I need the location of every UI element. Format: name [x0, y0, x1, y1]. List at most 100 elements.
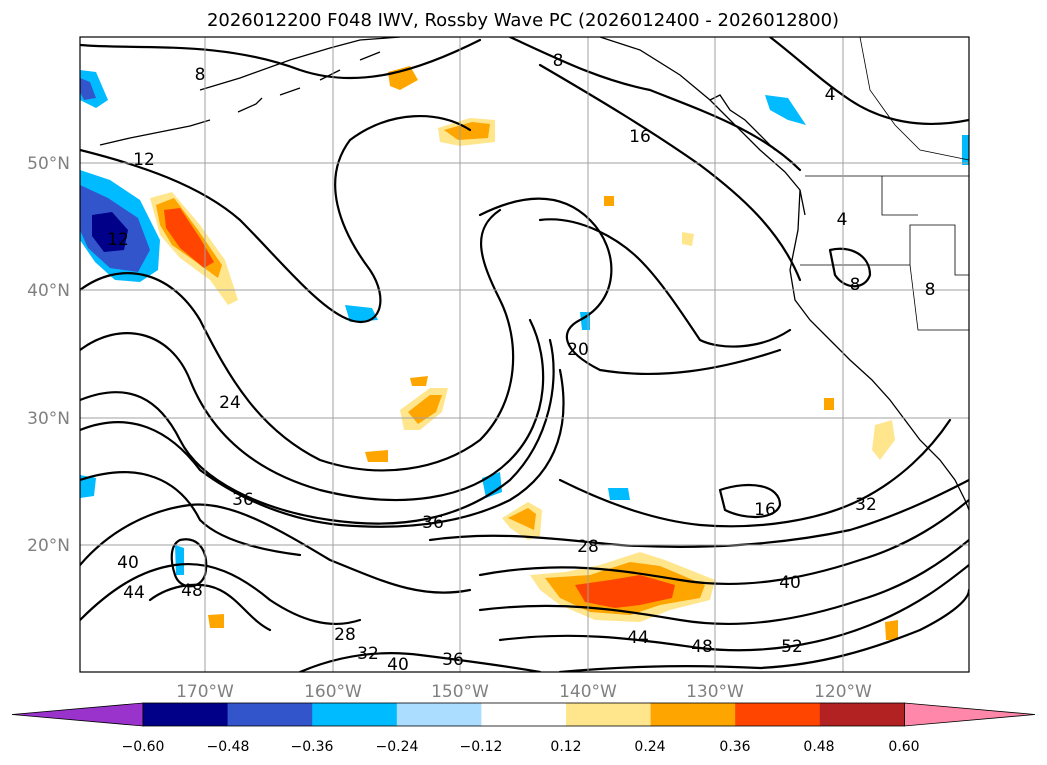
contour-40-south — [478, 498, 969, 586]
colorbar — [11, 702, 1036, 727]
contour-32 — [80, 338, 555, 525]
colorbar-segment — [312, 703, 398, 726]
contour-label: 12 — [107, 230, 129, 250]
colorbar-tick: 0.36 — [719, 739, 750, 755]
contour-8-east-loop — [828, 247, 872, 288]
contour-label: 40 — [387, 655, 409, 675]
contour-48-south — [498, 563, 969, 652]
map-background — [80, 37, 969, 672]
contour-44-south — [478, 538, 969, 626]
contour-48 — [148, 583, 272, 632]
border-states-3 — [909, 264, 969, 331]
contour-label: 20 — [567, 340, 589, 360]
contour-label: 4 — [825, 85, 836, 105]
colorbar-tick: 0.12 — [550, 739, 581, 755]
orange-patch-6 — [604, 196, 614, 206]
contour-20-inner — [538, 218, 792, 348]
colorbar-tick: −0.60 — [122, 739, 165, 755]
contour-label: 16 — [629, 127, 651, 147]
contour-label: 8 — [925, 280, 936, 300]
contour-label: 44 — [123, 583, 145, 603]
colorbar-tick: 0.24 — [634, 739, 665, 755]
blue-patch-4 — [765, 95, 806, 125]
contour-label: 24 — [219, 393, 241, 413]
iwv-contours — [80, 37, 969, 672]
longitude-labels: 170°W 160°W 150°W 140°W 130°W 120°W — [176, 682, 872, 702]
contour-label: 8 — [195, 65, 206, 85]
contour-40 — [80, 503, 472, 594]
lat-label: 20°N — [27, 536, 70, 556]
colorbar-extend-max — [904, 702, 1036, 727]
map-panel: 8 8 4 16 12 12 20 24 36 36 28 16 32 40 4… — [79, 36, 970, 675]
blue-patch-west-core — [92, 212, 128, 252]
colorbar-tick: 0.60 — [888, 739, 919, 755]
contour-28 — [80, 318, 545, 502]
contour-label: 28 — [577, 537, 599, 557]
contour-label: 8 — [850, 275, 861, 295]
colorbar-segment — [650, 703, 736, 726]
orange-patch-4 — [682, 232, 694, 246]
lon-label: 170°W — [176, 682, 234, 702]
contour-label: 12 — [133, 150, 155, 170]
blue-patch-6 — [175, 545, 184, 575]
contour-label: 28 — [334, 625, 356, 645]
colorbar-tick: 0.48 — [803, 739, 834, 755]
colorbar-segment — [227, 703, 313, 726]
contour-label: 48 — [691, 637, 713, 657]
colorbar-tick: −0.48 — [207, 739, 250, 755]
lon-label: 150°W — [431, 682, 489, 702]
contour-8-north — [80, 38, 482, 80]
lon-label: 140°W — [559, 682, 617, 702]
lon-label: 130°W — [686, 682, 744, 702]
lon-label: 120°W — [814, 682, 872, 702]
map-title: 2026012200 F048 IWV, Rossby Wave PC (202… — [207, 10, 839, 31]
orange-patch-small-1 — [365, 450, 388, 462]
contour-20-hook — [478, 197, 782, 376]
contour-label: 8 — [553, 51, 564, 71]
orange-patch-3 — [824, 398, 834, 410]
orange-patch-north — [444, 122, 490, 140]
colorbar-tick-labels: −0.60 −0.48 −0.36 −0.24 −0.12 0.12 0.24 … — [122, 739, 920, 755]
border-ak-yukon — [859, 37, 969, 161]
orange-patch-mid-core — [408, 395, 442, 424]
contour-8-east — [508, 37, 802, 172]
lat-label: 40°N — [27, 281, 70, 301]
contour-28-south — [428, 478, 969, 548]
orange-patch-small-2 — [410, 376, 428, 386]
contour-label: 32 — [357, 644, 379, 664]
contour-36 — [80, 368, 565, 528]
colorbar-segment — [819, 703, 905, 726]
colorbar-tick: −0.24 — [376, 739, 419, 755]
contour-52 — [558, 588, 969, 672]
lon-label: 160°W — [304, 682, 362, 702]
contour-44 — [80, 563, 362, 625]
contour-16 — [538, 63, 802, 282]
colorbar-segment — [143, 703, 229, 726]
contour-16-east — [558, 418, 952, 528]
orange-patch-east-2 — [885, 620, 898, 640]
colorbar-segment — [481, 703, 567, 726]
latitude-labels: 50°N 40°N 30°N 20°N — [27, 154, 70, 556]
blue-patch-8 — [962, 135, 969, 165]
contour-label: 48 — [181, 581, 203, 601]
contour-label: 40 — [779, 573, 801, 593]
negative-anomaly-fills — [80, 70, 969, 575]
lat-label: 30°N — [27, 409, 70, 429]
contour-32-south — [80, 471, 302, 557]
contour-label: 36 — [442, 650, 464, 670]
contour-24 — [80, 208, 515, 472]
coast-alaska — [199, 37, 401, 113]
contour-4 — [768, 37, 969, 126]
contour-12 — [80, 115, 472, 323]
contour-labels: 8 8 4 16 12 12 20 24 36 36 28 16 32 40 4… — [107, 51, 936, 675]
contour-label: 52 — [781, 637, 803, 657]
blue-patch-5 — [80, 475, 96, 498]
borders — [800, 37, 969, 331]
orange-patch-east — [872, 420, 895, 460]
contour-label: 40 — [117, 553, 139, 573]
red-patch-nw — [164, 208, 214, 268]
colorbar-tick: −0.12 — [460, 739, 503, 755]
coast-west-us — [789, 189, 969, 511]
colorbar-segment — [735, 703, 821, 726]
